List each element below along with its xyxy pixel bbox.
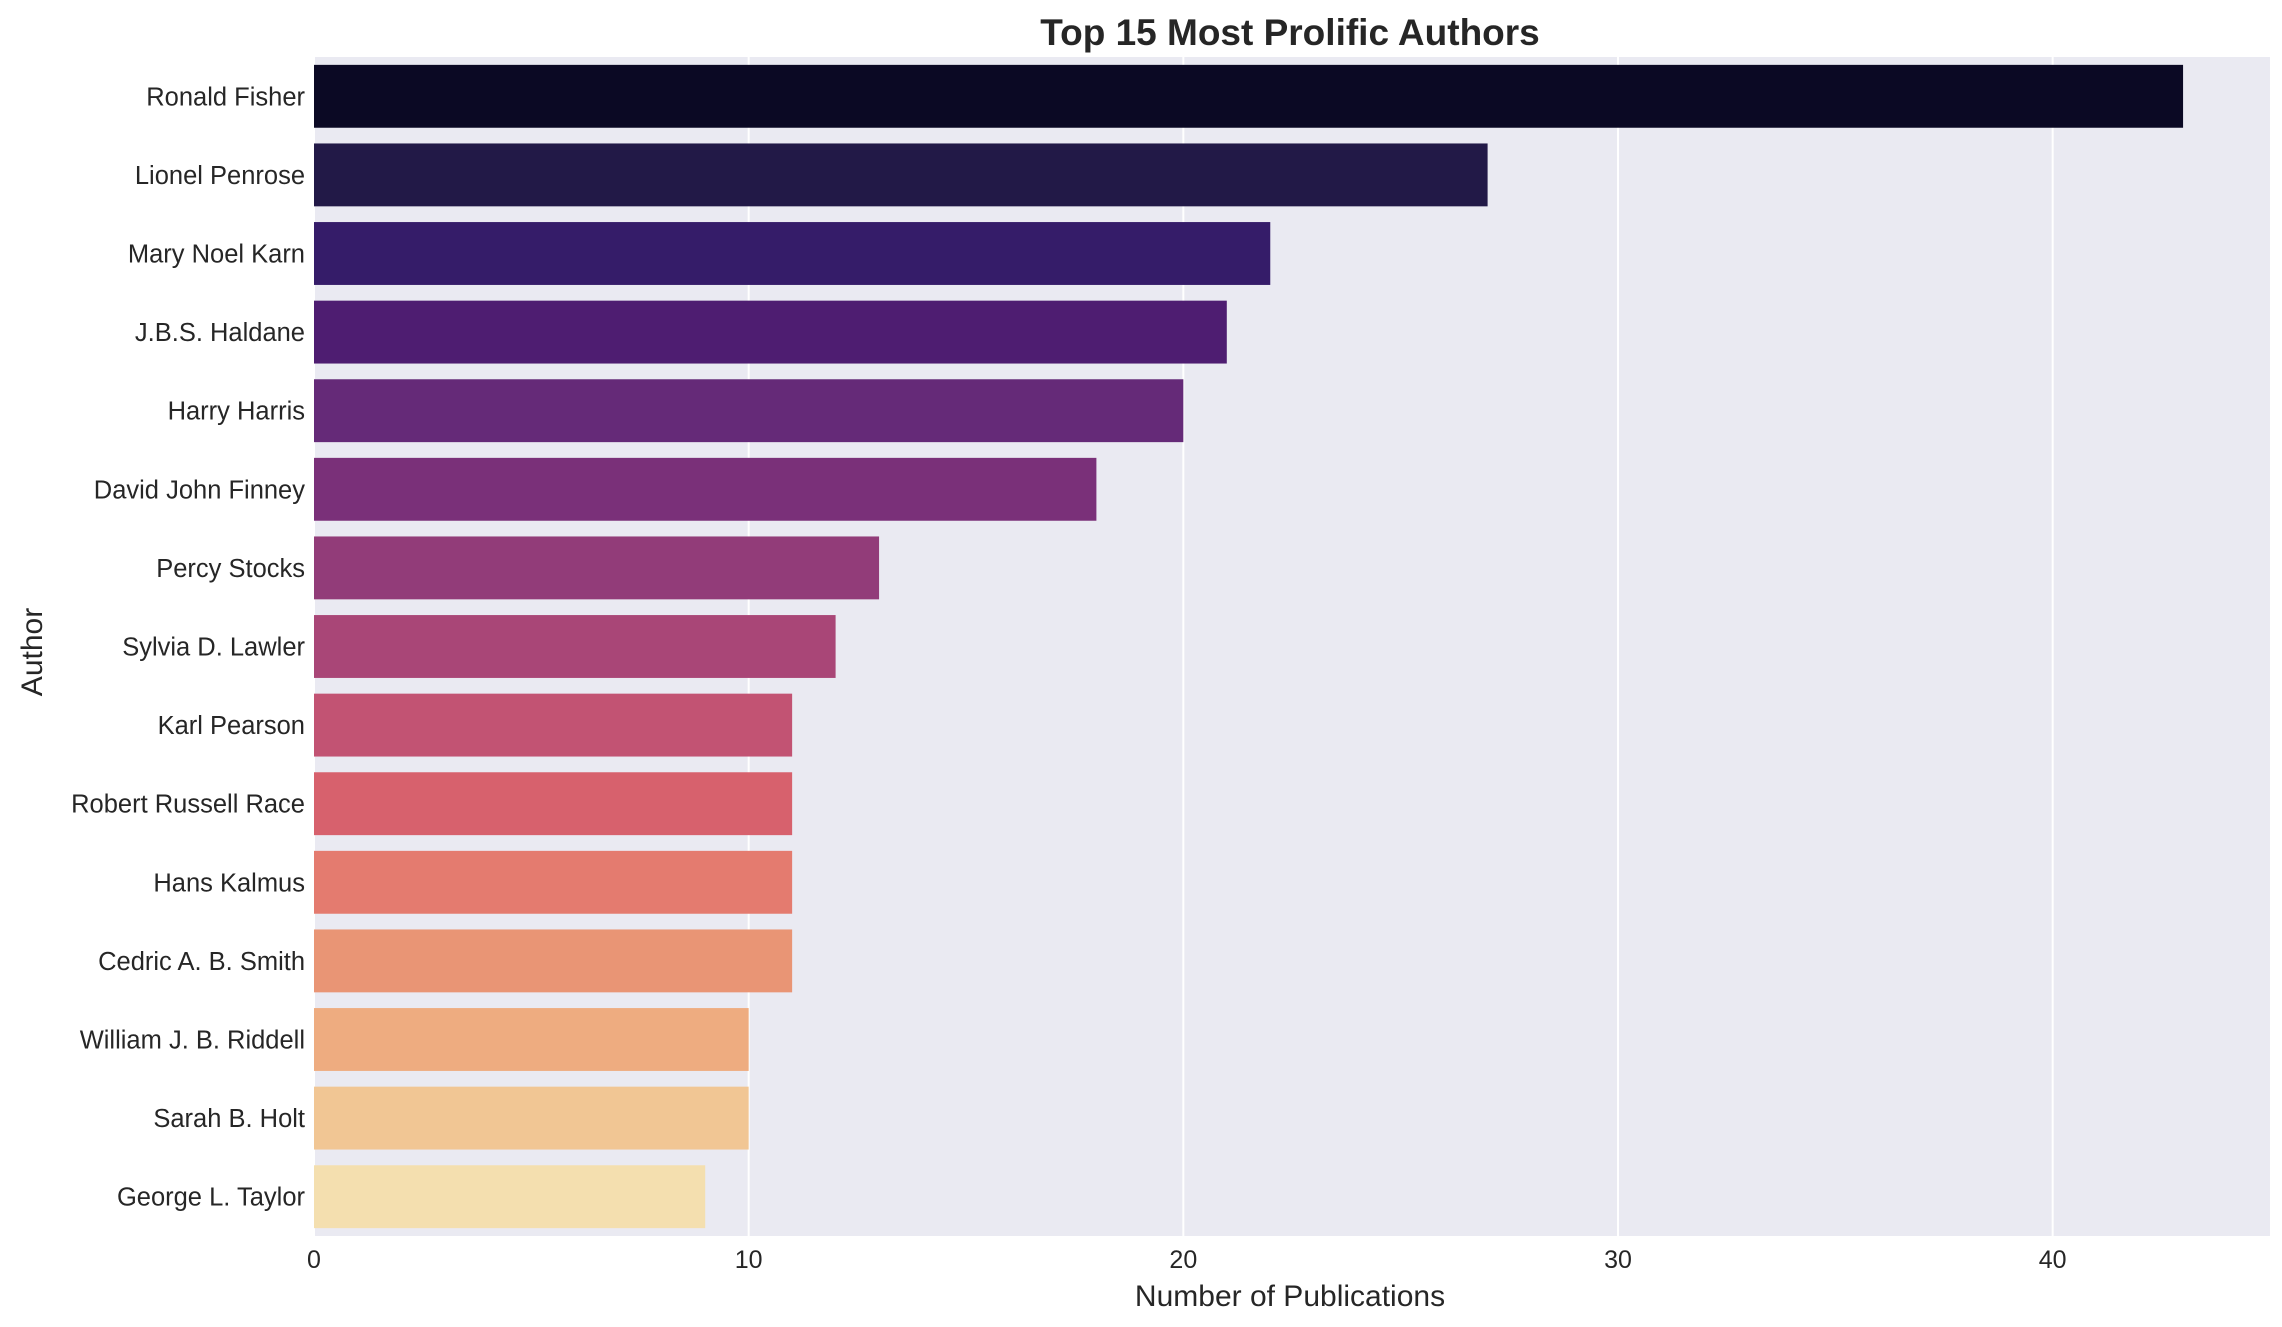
y-tick-label: J.B.S. Haldane [135,319,305,347]
y-tick-label: Lionel Penrose [135,162,305,190]
y-tick-label: Sylvia D. Lawler [122,634,305,662]
y-tick-label: David John Finney [94,476,305,504]
bar [314,300,1227,364]
bar [314,850,793,914]
bar [314,379,1184,443]
y-tick-label: Robert Russell Race [71,791,305,819]
x-tick-labels: 0 10 20 30 40 [307,1246,2067,1274]
bar [314,64,2184,128]
bar [314,1008,749,1071]
y-tick-label: George L. Taylor [117,1184,306,1212]
y-tick-labels: Ronald Fisher Lionel Penrose Mary Noel Kar… [71,83,305,1211]
y-tick-label: Karl Pearson [158,712,305,740]
bar [314,143,1488,207]
y-tick-label: Ronald Fisher [146,83,305,111]
x-tick-label: 20 [1169,1246,1197,1274]
x-axis-label: Number of Publications [1135,1280,1445,1313]
y-tick-label: Cedric A. B. Smith [98,948,305,976]
bar [314,536,880,600]
bar [314,772,793,836]
x-tick-label: 40 [2039,1246,2067,1274]
x-tick-label: 10 [735,1246,763,1274]
chart-title: Top 15 Most Prolific Authors [1040,12,1540,53]
x-tick-label: 0 [307,1246,321,1274]
bar [314,457,1097,521]
bars [314,64,2184,1229]
bar [314,615,836,678]
y-tick-label: Sarah B. Holt [153,1105,305,1133]
bar [314,1165,706,1229]
x-tick-label: 30 [1604,1246,1632,1274]
y-axis-label: Author [16,608,49,696]
y-tick-label: Harry Harris [168,398,305,426]
y-tick-label: William J. B. Riddell [80,1027,305,1055]
y-tick-label: Mary Noel Karn [128,241,305,269]
bar [314,693,793,757]
bar [314,222,1271,285]
y-tick-label: Percy Stocks [156,555,305,583]
y-tick-label: Hans Kalmus [153,869,305,897]
bar [314,929,793,993]
bar [314,1086,749,1150]
